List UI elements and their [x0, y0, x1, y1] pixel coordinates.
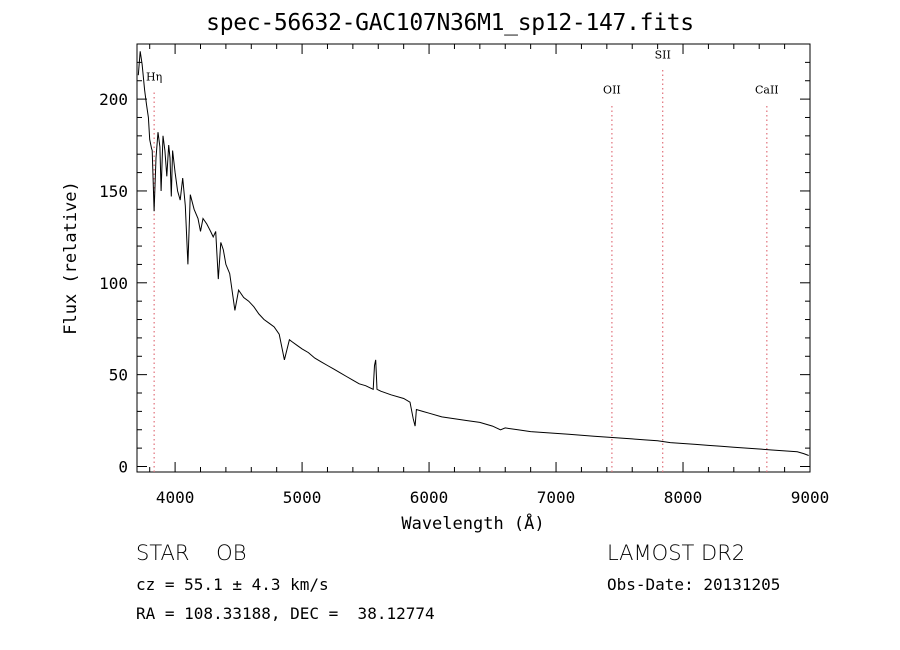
obs-date: Obs-Date: 20131205 — [607, 575, 781, 594]
x-tick-labels: 4000 5000 6000 7000 8000 9000 — [156, 488, 829, 507]
line-marker-label: CaII — [755, 84, 779, 97]
y-tick-labels: 0 50 100 150 200 — [99, 90, 128, 476]
line-marker-label: OII — [603, 84, 621, 97]
line-marker-label: Hη — [146, 71, 162, 84]
plot-frame — [136, 43, 811, 473]
y-axis-label: Flux (relative) — [61, 181, 81, 335]
y-tick-label: 200 — [99, 90, 128, 109]
x-tick-label: 5000 — [283, 488, 322, 507]
y-tick-label: 150 — [99, 182, 128, 201]
cz-value: cz = 55.1 ± 4.3 km/s — [136, 575, 329, 594]
x-tick-label: 6000 — [410, 488, 449, 507]
spectrum-line — [137, 51, 809, 456]
x-tick-label: 8000 — [664, 488, 703, 507]
y-tick-label: 50 — [109, 366, 128, 385]
chart-title: spec-56632-GAC107N36M1_sp12-147.fits — [206, 10, 694, 36]
y-tick-label: 100 — [99, 274, 128, 293]
coordinates: RA = 108.33188, DEC = 38.12774 — [136, 604, 435, 623]
line-marker-label: SII — [655, 49, 671, 62]
x-tick-label: 9000 — [791, 488, 830, 507]
y-tick-label: 0 — [118, 457, 128, 476]
line-markers: Hη OII SII CaII — [146, 49, 779, 472]
class-label: STAR OB — [136, 541, 247, 565]
x-tick-label: 4000 — [156, 488, 195, 507]
survey-label: LAMOST DR2 — [607, 541, 746, 565]
axis-ticks — [137, 43, 811, 472]
x-tick-label: 7000 — [537, 488, 576, 507]
x-axis-label: Wavelength (Å) — [401, 512, 544, 534]
